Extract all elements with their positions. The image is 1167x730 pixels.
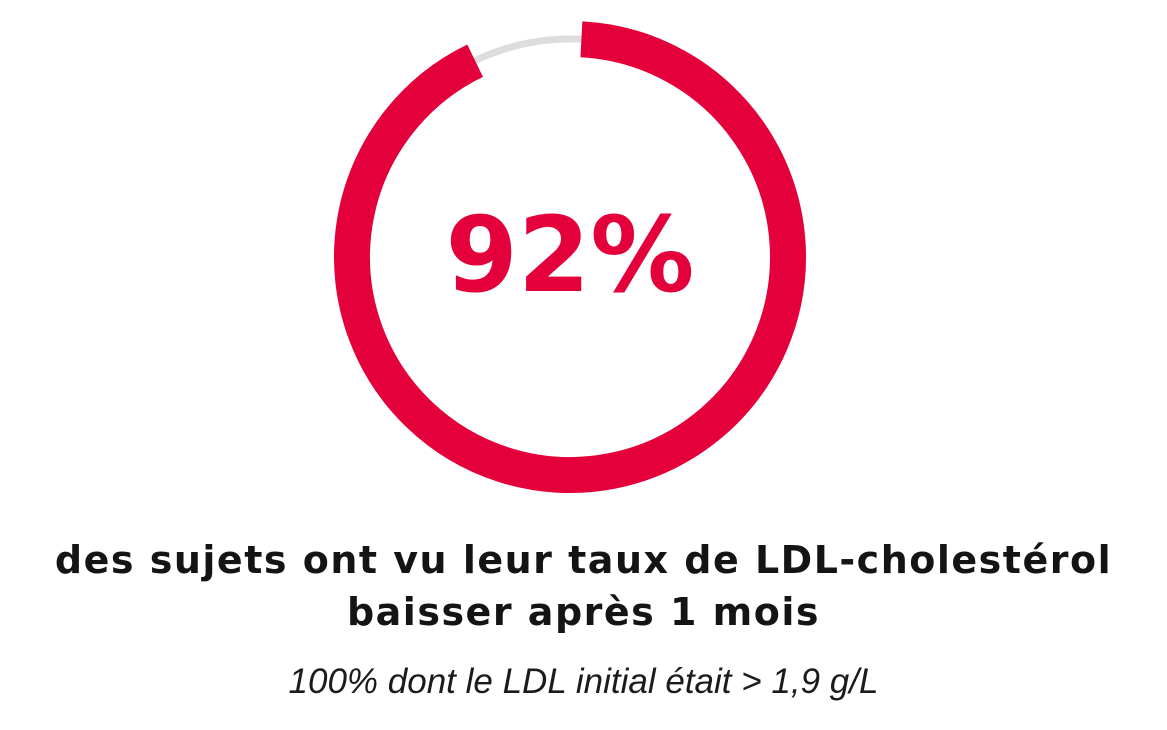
- ring-progress-arc: [334, 21, 806, 493]
- stat-footnote: 100% dont le LDL initial était > 1,9 g/L: [288, 662, 879, 701]
- progress-ring: 92%: [334, 21, 806, 493]
- stat-description-line1: des sujets ont vu leur taux de LDL-chole…: [54, 538, 1113, 582]
- stat-description-line2: baisser après 1 mois: [346, 590, 821, 634]
- percentage-value: 92%: [446, 194, 695, 316]
- stat-description: des sujets ont vu leur taux de LDL-chole…: [0, 534, 1167, 638]
